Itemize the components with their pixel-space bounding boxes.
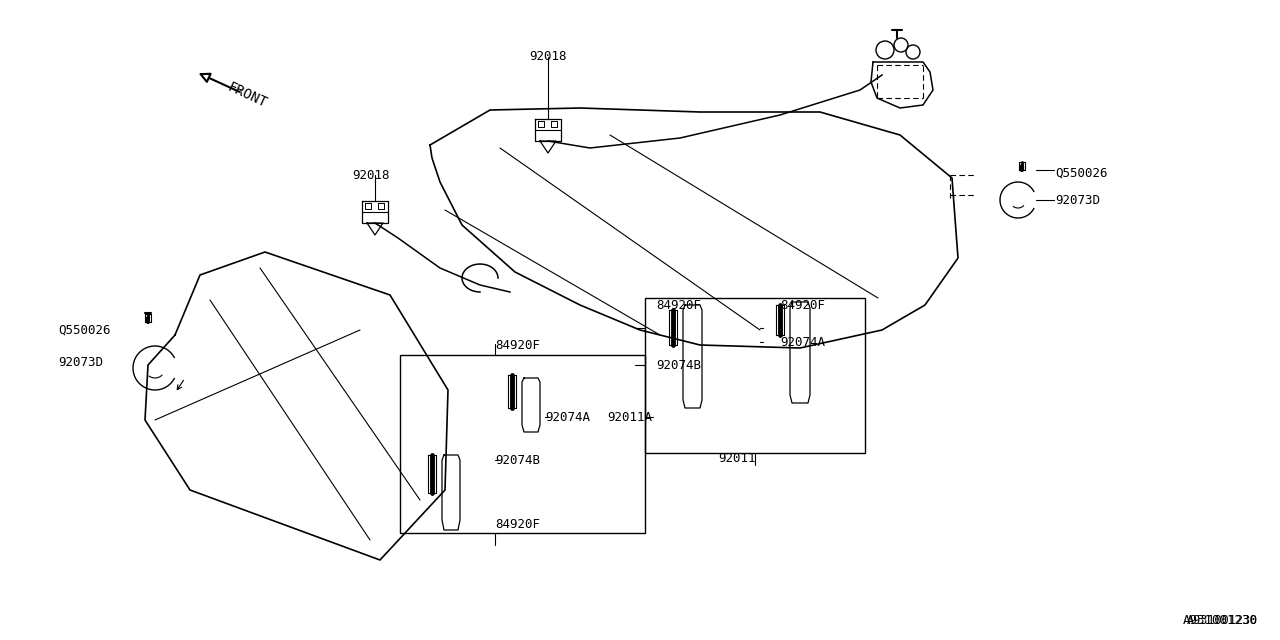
- Text: 92074A: 92074A: [780, 335, 826, 349]
- Text: Q550026: Q550026: [1055, 166, 1107, 179]
- Text: 92073D: 92073D: [58, 355, 102, 369]
- Text: Q550026: Q550026: [58, 323, 110, 337]
- Text: 84920F: 84920F: [657, 298, 701, 312]
- Text: 92073D: 92073D: [1055, 193, 1100, 207]
- Text: 92011: 92011: [718, 451, 755, 465]
- Text: 84920F: 84920F: [780, 298, 826, 312]
- Text: A931001230: A931001230: [1183, 614, 1258, 627]
- Text: 92074B: 92074B: [657, 358, 701, 371]
- Text: 84920F: 84920F: [495, 518, 540, 531]
- Text: 92011A: 92011A: [607, 410, 652, 424]
- Text: 84920F: 84920F: [495, 339, 540, 351]
- Bar: [401, 355, 645, 533]
- Text: 92018: 92018: [529, 49, 567, 63]
- Text: A931001230: A931001230: [1187, 614, 1258, 627]
- Text: 92074A: 92074A: [545, 410, 590, 424]
- Text: 92074B: 92074B: [495, 454, 540, 467]
- Text: FRONT: FRONT: [225, 80, 269, 110]
- Bar: [645, 298, 865, 453]
- Text: 92018: 92018: [352, 168, 389, 182]
